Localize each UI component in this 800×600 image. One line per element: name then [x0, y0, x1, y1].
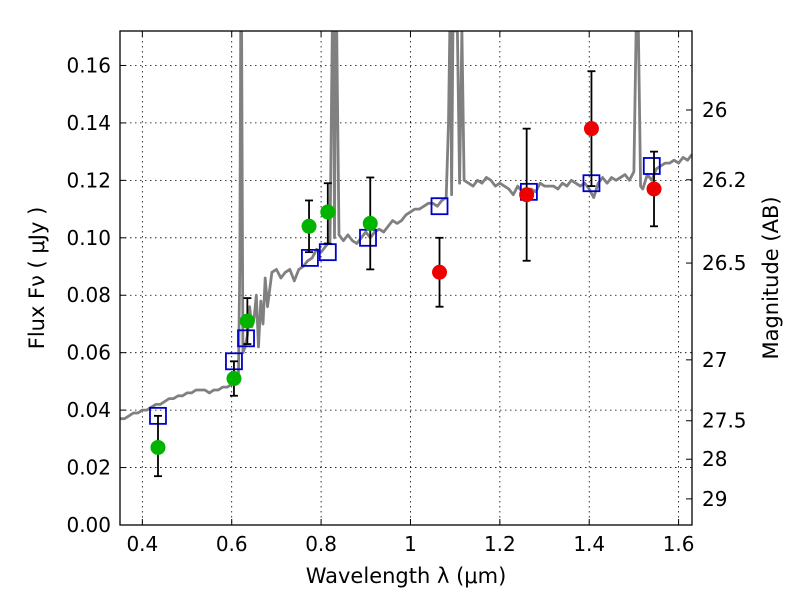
right-tick-label: 28: [702, 447, 727, 471]
right-tick-label: 29: [702, 487, 727, 511]
y-tick-label: 0.14: [66, 111, 111, 135]
right-axis-label: Magnitude (AB): [759, 196, 783, 359]
right-tick-label: 26.5: [702, 251, 747, 275]
axes-frame: [119, 30, 693, 526]
photometry-point: [301, 218, 317, 234]
y-tick-label: 0.04: [66, 398, 111, 422]
right-tick-label: 27: [702, 348, 727, 372]
photometry-point: [432, 264, 448, 280]
y-tick-label: 0.02: [66, 456, 111, 480]
x-tick-label: 0.6: [216, 532, 248, 556]
y-tick-label: 0.06: [66, 341, 111, 365]
x-axis-label: Wavelength λ (μm): [306, 564, 507, 588]
photometry-point: [646, 181, 662, 197]
x-tick-label: 1.4: [573, 532, 605, 556]
y-tick-label: 0.08: [66, 283, 111, 307]
x-tick-label: 0.8: [305, 532, 337, 556]
model-band-square: [642, 157, 661, 175]
model-band-square: [430, 197, 449, 216]
right-tick-label: 27.5: [702, 409, 747, 433]
photometry-point: [150, 439, 166, 455]
photometry-point: [226, 371, 242, 387]
photometry-point: [519, 187, 535, 203]
photometry-point: [583, 121, 599, 137]
right-tick-label: 26.2: [702, 168, 747, 192]
x-tick-label: 1.2: [484, 532, 516, 556]
model-spectrum-line: [120, 31, 692, 421]
photometry-point: [239, 313, 255, 329]
grid-lines: [120, 31, 692, 526]
axis-ticks: 0.4 0.6 0.8 1 1.2 1.4 1.6 0.00 0.02 0.04 0.06 0.08 0…: [66, 31, 747, 556]
x-tick-label: 1: [404, 532, 417, 556]
y-tick-label: 0.10: [66, 226, 111, 250]
y-axis-label: Flux Fν ( μJy ): [25, 207, 49, 350]
model-band-square: [237, 329, 255, 348]
photometry-point: [320, 204, 336, 220]
y-tick-label: 0.16: [66, 53, 111, 77]
photometry-point: [362, 215, 378, 231]
right-tick-label: 26: [702, 98, 727, 122]
y-tick-label: 0.00: [66, 513, 111, 537]
x-tick-label: 1.6: [663, 532, 695, 556]
plot-area: [120, 31, 692, 478]
x-tick-label: 0.4: [126, 532, 158, 556]
y-tick-label: 0.12: [66, 168, 111, 192]
